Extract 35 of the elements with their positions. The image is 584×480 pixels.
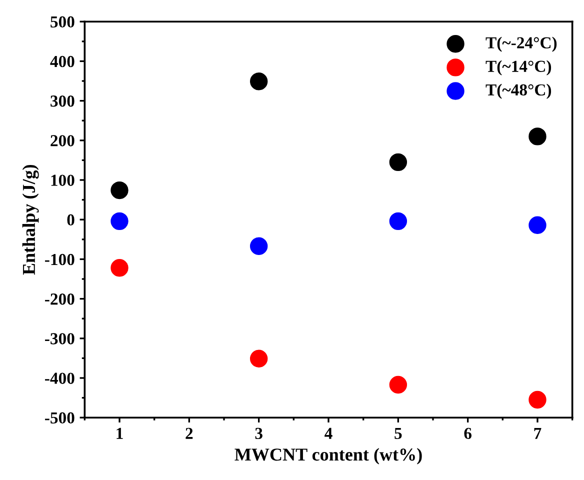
point [110,259,128,277]
point [389,153,408,172]
legend-label: T(~48°C) [486,84,552,99]
point [110,181,128,200]
y-axis-title: Enthalpy (J/g) [22,164,39,275]
x-tick-label: 2 [186,428,193,439]
y-tick-label: 200 [50,135,74,146]
y-tick-label: -200 [45,294,74,305]
y-tick-label: 300 [50,96,74,107]
y-tick-label: -500 [45,412,74,424]
y-tick-label: 0 [67,214,74,226]
point [528,128,546,146]
y-tick-label: 500 [50,16,74,28]
point [528,390,546,409]
x-tick-label: 5 [394,428,402,440]
point [110,212,128,230]
point [528,216,546,234]
point [389,212,408,230]
point [389,376,408,394]
point [250,72,268,90]
x-tick-label: 3 [255,428,262,440]
x-tick-label: 6 [464,428,472,440]
legend-label: T(~-24°C) [486,36,557,52]
y-tick-label: -300 [45,333,74,344]
x-tick-label: 1 [116,428,123,439]
x-axis-title: MWCNT content (wt%) [234,448,422,464]
legend-label: T(~14°C) [486,60,552,76]
point [250,237,268,255]
y-tick-label: 100 [51,174,74,186]
y-tick-label: -400 [45,372,74,384]
point [250,350,268,368]
y-tick-label: -100 [45,254,74,266]
y-tick-label: 400 [50,56,74,68]
x-tick-label: 7 [534,428,542,439]
x-tick-label: 4 [324,428,332,439]
